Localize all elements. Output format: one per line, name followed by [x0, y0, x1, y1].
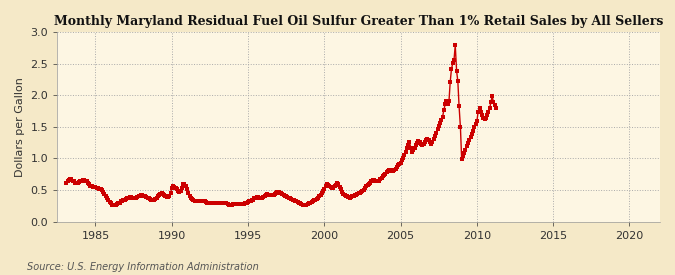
Y-axis label: Dollars per Gallon: Dollars per Gallon [15, 77, 25, 177]
Title: Monthly Maryland Residual Fuel Oil Sulfur Greater Than 1% Retail Sales by All Se: Monthly Maryland Residual Fuel Oil Sulfu… [54, 15, 664, 28]
Text: Source: U.S. Energy Information Administration: Source: U.S. Energy Information Administ… [27, 262, 259, 271]
